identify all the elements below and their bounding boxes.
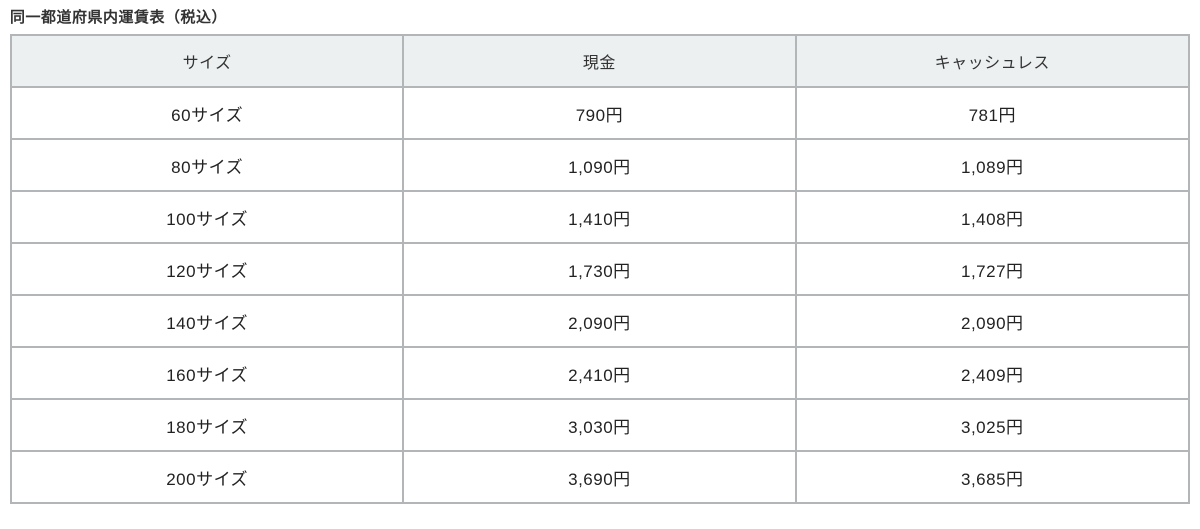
cash-price-cell: 790円 [402, 86, 797, 141]
cash-price-cell: 2,410円 [402, 346, 797, 401]
size-cell: 180サイズ [9, 398, 405, 453]
fare-table-header: サイズ 現金 キャッシュレス [9, 34, 1191, 89]
cash-price-cell: 3,030円 [402, 398, 797, 453]
cashless-price-cell: 1,408円 [794, 190, 1191, 245]
size-cell: 160サイズ [9, 346, 405, 401]
cash-price-cell: 1,090円 [402, 138, 797, 193]
column-header-size: サイズ [9, 34, 405, 89]
size-cell: 100サイズ [9, 190, 405, 245]
table-title: 同一都道府県内運賃表（税込） [10, 9, 228, 26]
cash-price-cell: 1,410円 [402, 190, 797, 245]
size-cell: 120サイズ [9, 242, 405, 297]
column-header-cashless: キャッシュレス [794, 34, 1191, 89]
table-row: 160サイズ 2,410円 2,409円 [9, 346, 1191, 401]
table-row: 80サイズ 1,090円 1,089円 [9, 138, 1191, 193]
header-row: サイズ 現金 キャッシュレス [9, 34, 1191, 89]
cash-price-cell: 1,730円 [402, 242, 797, 297]
fare-table-body: 60サイズ 790円 781円 80サイズ 1,090円 1,089円 100サイズ 1,41… [9, 86, 1191, 505]
cashless-price-cell: 1,727円 [794, 242, 1191, 297]
cashless-price-cell: 3,685円 [794, 450, 1191, 505]
cashless-price-cell: 781円 [794, 86, 1191, 141]
size-cell: 140サイズ [9, 294, 405, 349]
page: 同一都道府県内運賃表（税込） サイズ 現金 キャッシュレス 60サイズ 790円 7… [9, 9, 1191, 505]
size-cell: 60サイズ [9, 86, 405, 141]
cash-price-cell: 3,690円 [402, 450, 797, 505]
table-row: 200サイズ 3,690円 3,685円 [9, 450, 1191, 505]
table-row: 60サイズ 790円 781円 [9, 86, 1191, 141]
table-row: 140サイズ 2,090円 2,090円 [9, 294, 1191, 349]
cashless-price-cell: 3,025円 [794, 398, 1191, 453]
fare-table: サイズ 現金 キャッシュレス 60サイズ 790円 781円 80サイズ 1,090円 1… [9, 34, 1191, 505]
size-cell: 200サイズ [9, 450, 405, 505]
table-row: 180サイズ 3,030円 3,025円 [9, 398, 1191, 453]
cashless-price-cell: 2,409円 [794, 346, 1191, 401]
cashless-price-cell: 1,089円 [794, 138, 1191, 193]
size-cell: 80サイズ [9, 138, 405, 193]
cashless-price-cell: 2,090円 [794, 294, 1191, 349]
cash-price-cell: 2,090円 [402, 294, 797, 349]
column-header-cash: 現金 [402, 34, 797, 89]
table-row: 100サイズ 1,410円 1,408円 [9, 190, 1191, 245]
table-row: 120サイズ 1,730円 1,727円 [9, 242, 1191, 297]
